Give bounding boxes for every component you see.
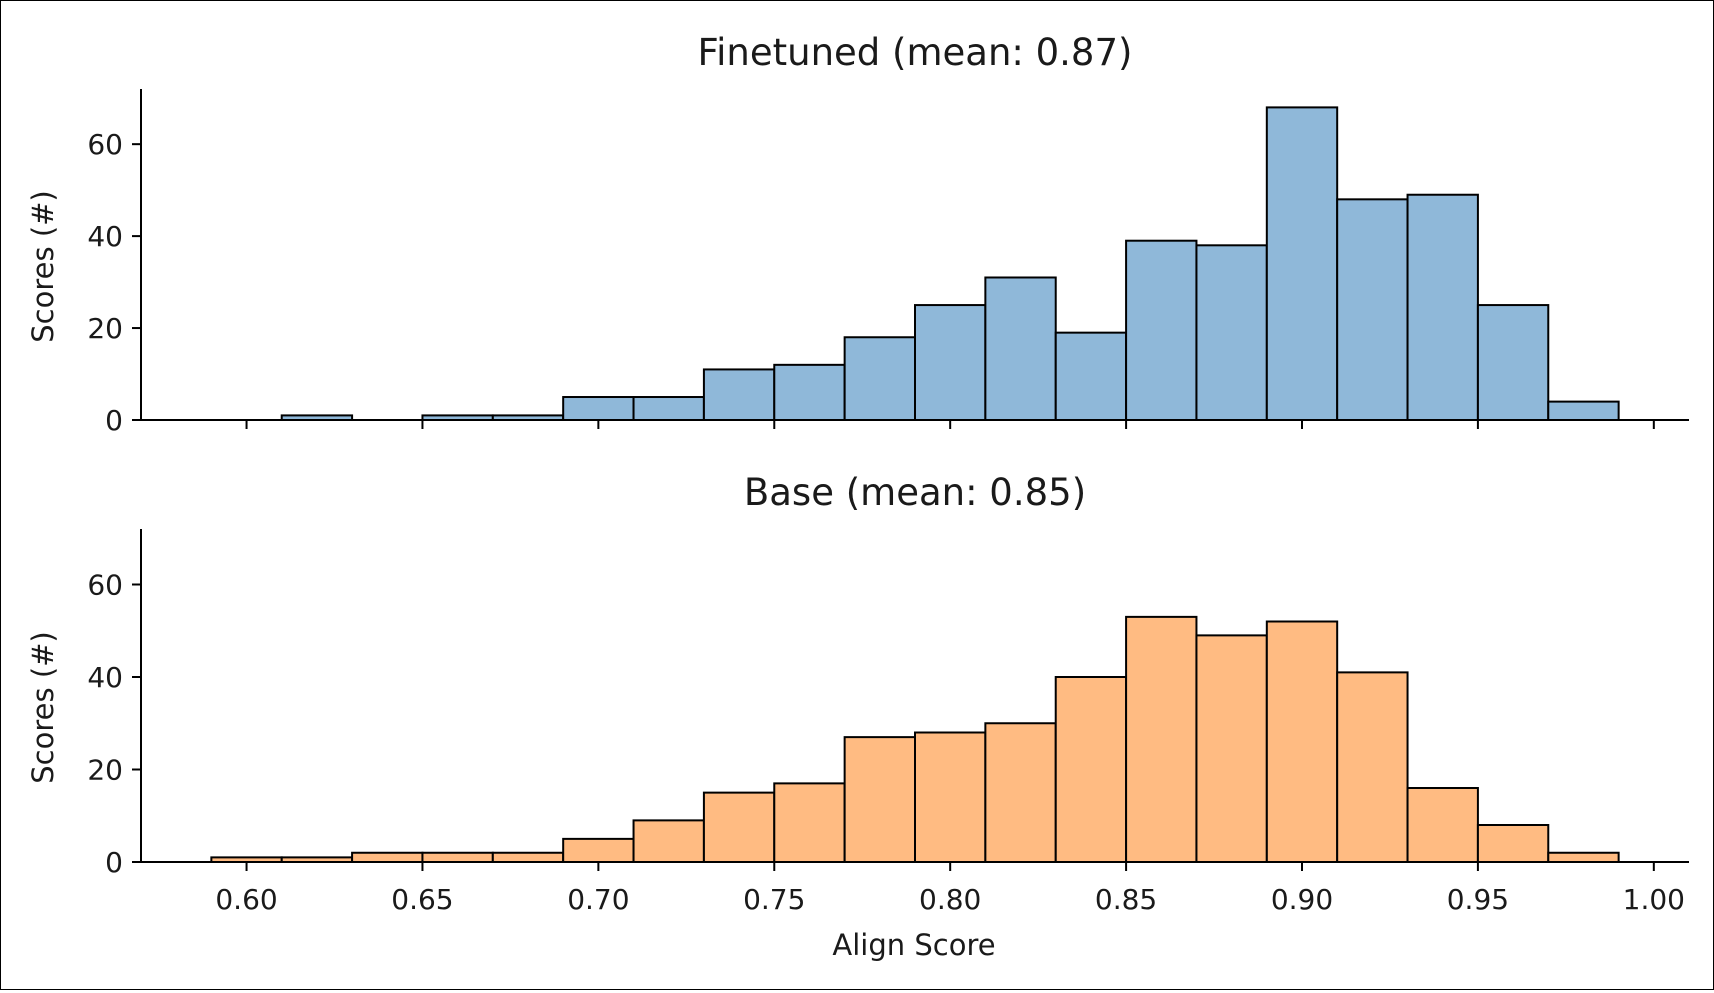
panel-0-bar-17 bbox=[1406, 193, 1479, 421]
panel-1-bar-10 bbox=[914, 731, 987, 863]
panel-0-bar-11 bbox=[984, 276, 1057, 421]
panel-1-xtick-label-7: 0.95 bbox=[1447, 883, 1509, 916]
panel-0-title: Finetuned (mean: 0.87) bbox=[698, 31, 1133, 74]
panel-0-ytick-label-3: 60 bbox=[87, 128, 123, 161]
panel-1-bar-3 bbox=[421, 851, 494, 863]
panel-1-xtick-label-4: 0.80 bbox=[919, 883, 981, 916]
panel-1-bar-2 bbox=[351, 851, 424, 863]
panel-1-xtick-label-1: 0.65 bbox=[391, 883, 453, 916]
panel-0-ytick-label-0: 0 bbox=[105, 404, 123, 437]
panel-1-bar-11 bbox=[984, 722, 1057, 863]
panel-1-title: Base (mean: 0.85) bbox=[744, 471, 1086, 514]
panel-1-ytick-label-2: 40 bbox=[87, 661, 123, 694]
panel-1-bar-15 bbox=[1265, 620, 1339, 863]
panel-0-bar-10 bbox=[914, 304, 987, 422]
panel-1-xtick-label-2: 0.70 bbox=[567, 883, 629, 916]
panel-1-bar-6 bbox=[632, 819, 705, 863]
panel-0-bar-14 bbox=[1195, 244, 1268, 421]
panel-0-bar-9 bbox=[843, 336, 916, 421]
panel-1-bar-16 bbox=[1336, 671, 1409, 863]
panel-1-bar-14 bbox=[1195, 634, 1268, 863]
panel-1-xtick-label-6: 0.90 bbox=[1271, 883, 1333, 916]
panel-0-ytick-label-2: 40 bbox=[87, 220, 123, 253]
panel-1-bar-8 bbox=[773, 782, 846, 863]
panel-0-bar-7 bbox=[702, 368, 776, 421]
panel-1-ytick-label-0: 0 bbox=[105, 846, 123, 879]
panel-0-bar-12 bbox=[1054, 331, 1128, 421]
panel-1-bar-13 bbox=[1125, 615, 1198, 863]
panel-1-ylabel: Scores (#) bbox=[26, 631, 60, 783]
panel-0-ytick-label-1: 20 bbox=[87, 312, 123, 345]
panel-0-bar-5 bbox=[562, 396, 635, 421]
panel-1-bar-17 bbox=[1406, 787, 1479, 863]
panel-0-ylabel: Scores (#) bbox=[26, 190, 60, 342]
panel-1-bar-5 bbox=[562, 837, 635, 863]
panel-0-bar-13 bbox=[1125, 239, 1198, 421]
panel-1-ytick-label-1: 20 bbox=[87, 754, 123, 787]
panel-0-bar-19 bbox=[1547, 400, 1620, 422]
panel-1-xtick-label-8: 1.00 bbox=[1623, 883, 1685, 916]
panel-0-bar-15 bbox=[1265, 106, 1339, 421]
panel-1-bar-4 bbox=[491, 851, 565, 863]
panel-1-xtick-label-0: 0.60 bbox=[215, 883, 277, 916]
panel-1-bar-18 bbox=[1476, 824, 1550, 863]
panel-1-xtick-label-3: 0.75 bbox=[743, 883, 805, 916]
panel-1-bar-7 bbox=[702, 791, 776, 863]
panel-0-bar-8 bbox=[773, 363, 846, 422]
panel-1-bar-19 bbox=[1547, 851, 1620, 863]
panel-0-bar-16 bbox=[1336, 198, 1409, 421]
panel-1-ytick-label-3: 60 bbox=[87, 569, 123, 602]
panel-1-bar-12 bbox=[1054, 676, 1128, 863]
panel-1-bar-9 bbox=[843, 736, 916, 863]
panel-1-xlabel: Align Score bbox=[832, 928, 995, 962]
panel-1-xtick-label-5: 0.85 bbox=[1095, 883, 1157, 916]
panel-0-bar-6 bbox=[632, 396, 705, 421]
panel-0-bar-18 bbox=[1476, 304, 1550, 422]
